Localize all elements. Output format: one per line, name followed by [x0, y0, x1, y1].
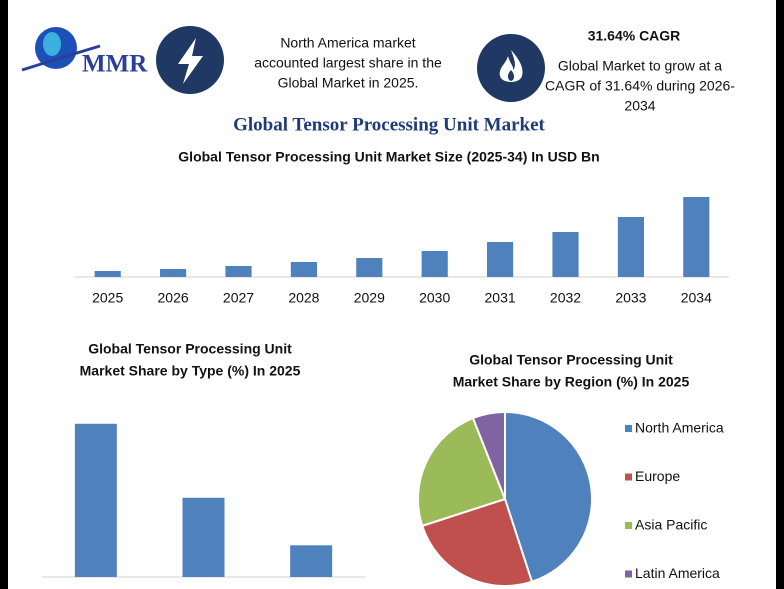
legend-swatch: [625, 473, 632, 481]
legend-swatch: [625, 570, 632, 578]
chart-title: Market Share by Type (%) In 2025: [80, 363, 301, 379]
x-tick-label: 2030: [419, 290, 450, 306]
x-tick-label: 2034: [681, 290, 712, 306]
bar: [182, 497, 225, 577]
note-line: North America market: [280, 35, 415, 51]
logo-text: MMR: [82, 51, 148, 78]
x-tick-label: 2031: [485, 290, 516, 306]
x-tick-label: 2028: [288, 290, 319, 306]
note-line: Global Market to grow at a: [558, 58, 722, 74]
chart-title: Global Tensor Processing Unit Market Siz…: [178, 149, 599, 165]
legend-label: Europe: [635, 468, 680, 484]
x-tick-label: 2025: [92, 290, 123, 306]
legend-swatch: [625, 425, 632, 432]
note-line: 2034: [624, 98, 655, 114]
logo: MMR: [21, 27, 148, 78]
legend-label: North America: [635, 420, 724, 436]
pie-slice: [471, 410, 506, 500]
bar: [617, 217, 644, 277]
pie-slice: [504, 410, 593, 584]
bar: [160, 269, 187, 277]
chart-title: Global Tensor Processing Unit: [88, 341, 292, 357]
chart-title: Market Share by Region (%) In 2025: [453, 374, 690, 390]
x-tick-label: 2027: [223, 290, 254, 306]
x-tick-label: 2033: [615, 290, 646, 306]
bar: [356, 258, 383, 277]
pie-slice: [420, 497, 534, 587]
bar: [290, 545, 333, 577]
main-title: Global Tensor Processing Unit Market: [233, 114, 545, 135]
lightning-icon: [156, 26, 224, 94]
note-line: CAGR of 31.64% during 2026-: [545, 78, 735, 94]
bar: [74, 423, 117, 577]
bar: [552, 232, 579, 277]
bar: [683, 197, 710, 277]
bar: [94, 271, 121, 277]
legend-label: Latin America: [635, 565, 720, 581]
note-line: Global Market in 2025.: [278, 75, 419, 91]
legend-label: Asia Pacific: [635, 517, 707, 533]
note-line: accounted largest share in the: [254, 55, 442, 71]
x-tick-label: 2032: [550, 290, 581, 306]
bar: [421, 251, 448, 277]
background: [8, 0, 776, 589]
bar: [290, 262, 317, 277]
flame-icon: [477, 34, 545, 102]
legend-swatch: [625, 522, 632, 529]
cagr-title: 31.64% CAGR: [588, 28, 681, 44]
bar: [487, 242, 514, 277]
x-tick-label: 2026: [158, 290, 189, 306]
chart-title: Global Tensor Processing Unit: [469, 352, 673, 368]
x-tick-label: 2029: [354, 290, 385, 306]
bar: [225, 266, 252, 277]
